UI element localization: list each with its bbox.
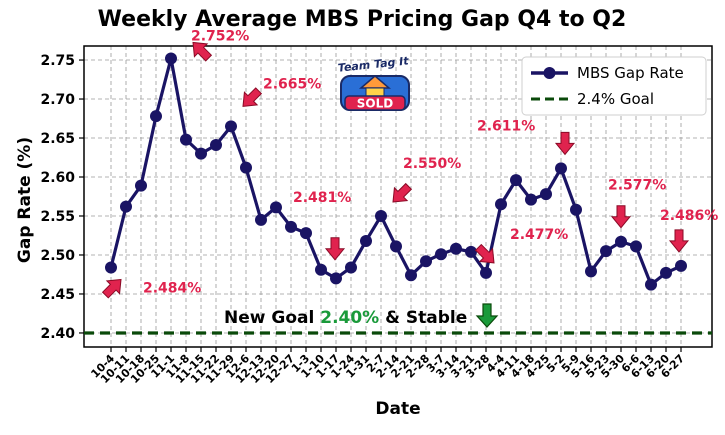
plot-frame — [83, 45, 713, 348]
y-tick-label: 2.70 — [40, 92, 75, 108]
data-point — [255, 213, 267, 226]
y-tick-label: 2.40 — [40, 326, 75, 342]
data-point — [540, 188, 552, 201]
y-tick-label: 2.65 — [40, 131, 75, 147]
data-point — [105, 261, 117, 274]
goal-note-prefix: New Goal — [224, 308, 320, 328]
data-point — [375, 209, 387, 222]
annotation-arrow-icon — [554, 131, 576, 156]
data-point — [180, 133, 192, 146]
legend-series-label: MBS Gap Rate — [577, 64, 684, 82]
y-axis-label: Gap Rate (%) — [15, 137, 35, 263]
y-tick-label: 2.50 — [40, 248, 75, 264]
x-tick-labels: 10-410-1110-1810-2511-111-811-1511-2211-… — [88, 347, 687, 386]
data-point — [435, 248, 447, 261]
data-point — [675, 259, 687, 272]
data-point — [630, 240, 642, 253]
data-point — [195, 147, 207, 160]
annotation-label: 2.477% — [510, 227, 568, 243]
legend-series-marker — [543, 67, 556, 79]
data-point — [150, 110, 162, 123]
data-point — [555, 162, 567, 175]
goal-down-arrow-icon — [475, 303, 499, 328]
goal-note-suffix: & Stable — [379, 308, 467, 328]
annotation-arrow-icon — [242, 87, 263, 107]
annotation-label: 2.550% — [403, 156, 461, 172]
data-point — [165, 52, 177, 65]
annotation-label: 2.486% — [660, 208, 718, 224]
data-point — [615, 235, 627, 248]
annotation-label: 2.577% — [608, 178, 666, 194]
data-point — [390, 240, 402, 253]
team-tag-it-logo: SOLD Team Tag It — [337, 54, 410, 111]
annotation-label: 2.611% — [477, 118, 535, 134]
data-point — [300, 227, 312, 240]
y-tick-label: 2.75 — [40, 53, 75, 69]
data-point — [225, 120, 237, 133]
data-point — [270, 201, 282, 214]
goal-note-value: 2.40% — [320, 308, 379, 328]
annotation-arrow-icon — [668, 229, 690, 253]
logo-badge-text: SOLD — [357, 97, 393, 111]
data-point — [120, 200, 132, 213]
data-point — [330, 272, 342, 285]
data-point — [660, 266, 672, 279]
data-point — [570, 203, 582, 216]
axes — [83, 45, 713, 348]
data-point — [585, 265, 597, 278]
data-point — [480, 266, 492, 279]
chart-title: Weekly Average MBS Pricing Gap Q4 to Q2 — [98, 7, 627, 32]
data-point — [240, 161, 252, 174]
data-point — [345, 261, 357, 274]
annotation-arrow-icon — [392, 182, 413, 203]
logo-top-text: Team Tag It — [337, 54, 410, 74]
data-point — [525, 193, 537, 206]
annotation-arrow-icon — [474, 243, 495, 264]
data-point — [450, 242, 462, 255]
legend: MBS Gap Rate 2.4% Goal — [521, 56, 707, 116]
annotation-arrow-icon — [192, 41, 213, 62]
data-point — [600, 245, 612, 258]
goal-note: New Goal 2.40% & Stable — [224, 308, 467, 328]
annotation-label: 2.484% — [143, 280, 201, 296]
annotation-arrow-icon — [610, 205, 632, 229]
annotation-arrow-icon — [101, 278, 122, 299]
annotation-label: 2.481% — [293, 190, 351, 206]
data-point — [495, 198, 507, 211]
data-point — [465, 245, 477, 258]
annotations: 2.752% 2.665% 2.484% 2.481% 2.550% 2.477% 2.61… — [101, 28, 718, 299]
y-tick-label: 2.45 — [40, 287, 75, 303]
annotation-arrow-icon — [324, 237, 346, 261]
y-tick-labels: 2.40 2.45 2.50 2.55 2.60 2.65 2.70 2.75 — [40, 53, 84, 342]
annotation-label: 2.752% — [191, 28, 249, 44]
data-point — [420, 255, 432, 268]
data-point — [315, 263, 327, 276]
y-tick-label: 2.60 — [40, 170, 75, 186]
data-point — [645, 278, 657, 291]
annotation-label: 2.665% — [263, 76, 321, 92]
data-point — [405, 269, 417, 282]
y-tick-label: 2.55 — [40, 209, 75, 225]
data-point — [210, 139, 222, 152]
legend-goal-label: 2.4% Goal — [577, 90, 654, 108]
x-axis-label: Date — [375, 399, 420, 419]
data-point — [285, 220, 297, 233]
data-point — [360, 234, 372, 247]
data-points — [105, 52, 687, 291]
data-point — [135, 179, 147, 192]
data-point — [510, 174, 522, 187]
